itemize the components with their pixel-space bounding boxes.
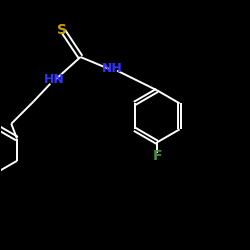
Text: S: S xyxy=(57,23,67,37)
Text: NH: NH xyxy=(102,62,123,75)
Text: F: F xyxy=(152,149,162,163)
Text: HN: HN xyxy=(44,73,65,86)
